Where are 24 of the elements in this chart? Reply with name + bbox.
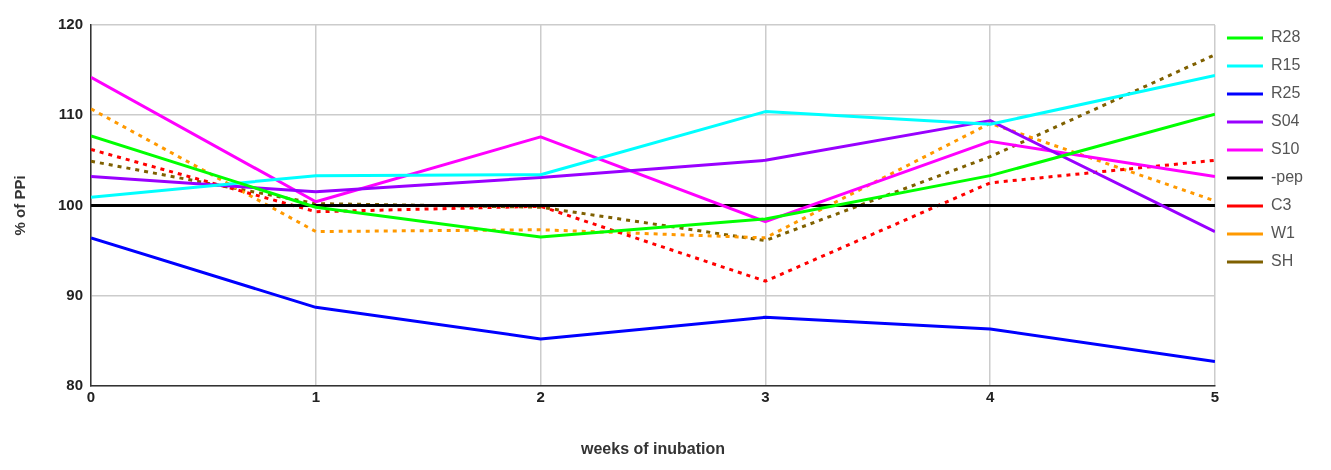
legend-label: R25 [1270,84,1301,102]
x-tick-label: 3 [761,387,770,405]
x-tick-label: 1 [311,387,320,405]
y-tick-label: 110 [58,105,84,123]
legend-label: W1 [1270,224,1296,242]
y-tick-label: 90 [66,285,84,303]
legend-label: R28 [1270,28,1301,46]
x-tick-label: 0 [86,387,96,405]
legend-label: S04 [1270,112,1300,130]
x-tick-label: 4 [986,387,996,405]
x-tick-label: 5 [1210,387,1220,405]
line-series [91,147,1215,283]
y-tick-label: 80 [66,375,84,393]
line-series [91,53,1215,243]
y-tick-label: 100 [58,195,84,213]
x-tick-label: 2 [536,387,545,405]
legend-label: S10 [1270,140,1300,158]
y-axis-title: % of PPi [11,175,29,236]
y-tick-label: 120 [58,15,84,33]
legend-label: C3 [1270,196,1292,214]
legend-label: -pep [1270,168,1304,186]
x-axis-title: weeks of inubation [579,439,726,457]
legend-label: R15 [1270,56,1301,74]
legend-label: SH [1270,252,1294,270]
